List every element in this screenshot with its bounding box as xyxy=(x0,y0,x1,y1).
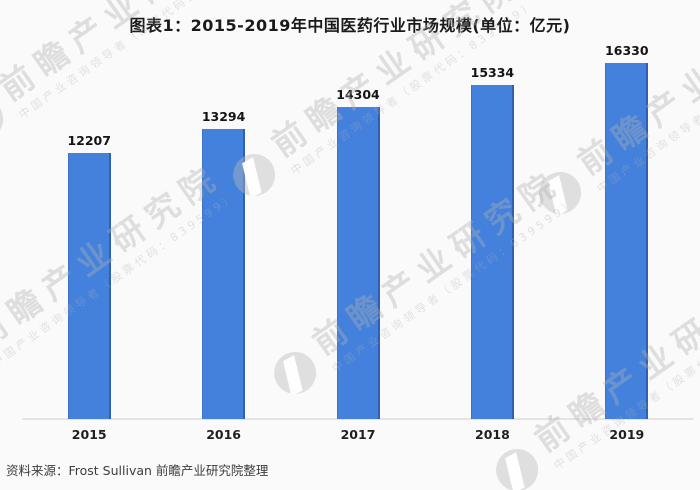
bar-2019 xyxy=(605,63,649,419)
bar-value-label: 15334 xyxy=(470,65,515,80)
bar-value-label: 16330 xyxy=(605,43,649,58)
bar-value-label: 12207 xyxy=(67,133,111,148)
bar-2016 xyxy=(202,129,246,419)
x-tick-label: 2017 xyxy=(340,427,376,442)
logo-swoosh xyxy=(505,452,525,490)
bar-2017 xyxy=(336,107,380,419)
qianzhan-logo-icon xyxy=(0,89,12,149)
x-axis-line xyxy=(22,418,694,420)
qianzhan-logo-icon xyxy=(487,440,547,490)
x-tick-label: 2018 xyxy=(475,427,510,442)
bar-2018 xyxy=(470,85,514,419)
x-axis-labels: 2015 2016 2017 2018 2019 xyxy=(22,427,694,442)
chart-title: 图表1：2015-2019年中国医药行业市场规模(单位：亿元) xyxy=(129,16,571,35)
x-tick-label: 2019 xyxy=(609,427,645,442)
bar-value-label: 13294 xyxy=(201,109,246,124)
x-tick-label: 2015 xyxy=(71,427,107,442)
x-tick-label: 2016 xyxy=(206,427,241,442)
source-note: 资料来源：Frost Sullivan 前瞻产业研究院整理 xyxy=(6,463,269,478)
plot-area: 12207 13294 14304 15334 16330 xyxy=(22,40,694,420)
bar-2015 xyxy=(67,153,111,419)
bar-value-label: 14304 xyxy=(336,87,380,102)
